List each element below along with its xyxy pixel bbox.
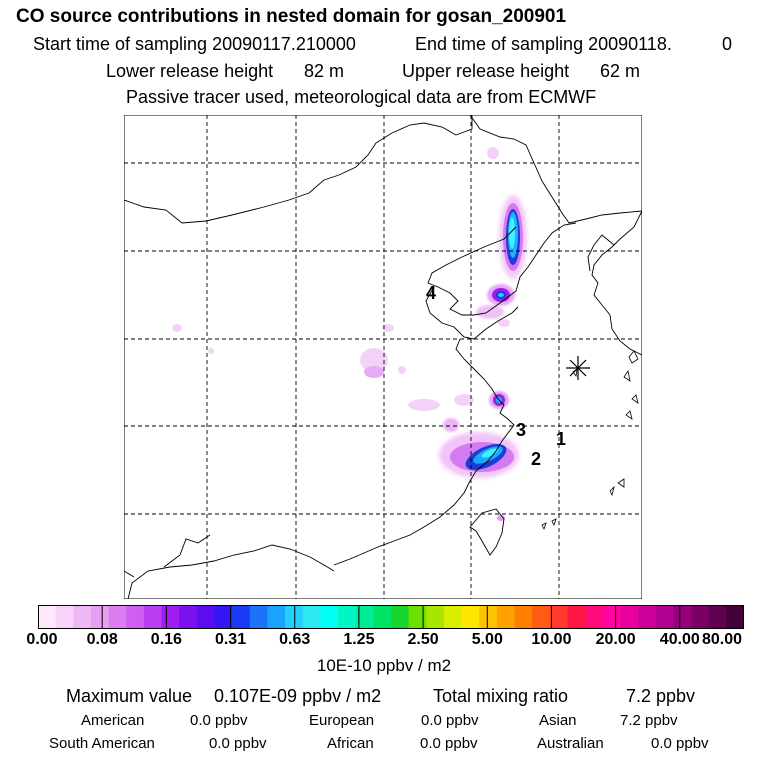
colorbar-tick-label: 0.31 [214,631,247,648]
region-name-australian: Australian [537,735,604,752]
colorbar-tick-label: 0.08 [86,631,118,648]
region-value-south-american: 0.0 ppbv [209,735,267,752]
colorbar-segment [391,605,409,629]
region-name-south-american: South American [49,735,155,752]
colorbar-segment [232,605,251,629]
max-value: 0.107E-09 ppbv / m2 [214,686,382,706]
colorbar-segment [691,605,709,629]
colorbar-tick-label: 1.25 [343,631,375,648]
colorbar-segment [73,605,92,629]
graticule [124,115,642,599]
colorbar-segment [108,605,127,629]
colorbar-segment [267,605,286,629]
region-name-asian: Asian [539,712,577,729]
plume-faint-patches [172,147,510,521]
colorbar-segment [214,605,233,629]
region-label-3: 3 [516,420,526,440]
colorbar-segment [38,605,56,629]
receptor-marker-icon [566,356,590,380]
colorbar-segment [602,605,621,629]
total-mixing-value: 7.2 ppbv [626,686,696,706]
region-value-african: 0.0 ppbv [420,735,478,752]
colorbar-segment [426,605,445,629]
colorbar-segment [638,605,657,629]
plume-bohai [476,284,515,319]
colorbar-segment [355,605,374,629]
colorbar-segment [126,605,145,629]
region-value-american: 0.0 ppbv [190,712,248,729]
colorbar-tick-label: 20.00 [595,631,636,648]
colorbar-tick-label: 80.00 [701,631,743,648]
colorbar-segment [55,605,74,629]
colorbar-segment [673,605,692,629]
colorbar-segment [549,605,568,629]
colorbar-segment [90,605,109,629]
tracer-note: Passive tracer used, meteorological data… [126,87,597,107]
colorbar-tick-label: 0.63 [279,631,311,648]
figure-title: CO source contributions in nested domain… [16,6,567,27]
colorbar-tick-label: 40.00 [659,631,700,648]
upper-height-label: Upper release height [402,61,570,81]
map-panel: 1 2 3 4 [124,115,642,599]
colorbar-segment [285,605,304,629]
colorbar-unit: 10E-10 ppbv / m2 [316,656,452,675]
region-value-asian: 7.2 ppbv [620,712,678,729]
total-mixing-label: Total mixing ratio [433,686,569,706]
colorbar-segment [320,605,339,629]
end-time-value: 0 [722,34,733,54]
region-label-4: 4 [426,283,436,303]
colorbar-tick-label: 2.50 [407,631,439,648]
max-value-label: Maximum value [66,686,193,706]
colorbar-segment [708,605,727,629]
region-value-european: 0.0 ppbv [421,712,479,729]
colorbar-segment [479,605,498,629]
region-name-african: African [327,735,374,752]
colorbar-segment [249,605,268,629]
region-name-american: American [81,712,145,729]
colorbar-segment [443,605,462,629]
region-label-1: 1 [556,429,566,449]
region-name-european: European [309,712,375,729]
colorbar-segment [655,605,674,629]
colorbar [38,605,744,629]
colorbar-segment [408,605,427,629]
colorbar-segment [461,605,480,629]
plume-south [439,418,519,478]
colorbar-segment [196,605,215,629]
region-label-2: 2 [531,449,541,469]
colorbar-segment [532,605,551,629]
colorbar-segment [161,605,180,629]
colorbar-segment [179,605,198,629]
colorbar-segment [143,605,162,629]
colorbar-segment [302,605,321,629]
lower-height-label: Lower release height [106,61,274,81]
colorbar-segment [373,605,392,629]
colorbar-tick-label: 10.00 [531,631,572,648]
colorbar-tick-label: 0.16 [150,631,182,648]
region-value-australian: 0.0 ppbv [651,735,709,752]
colorbar-tick-label: 0.00 [26,631,58,648]
colorbar-border [38,605,744,629]
end-time-text: End time of sampling 20090118. [415,34,672,54]
colorbar-segment [496,605,515,629]
start-time-text: Start time of sampling 20090117.210000 [33,34,356,54]
colorbar-tick-label: 5.00 [471,631,503,648]
colorbar-segment [726,605,744,629]
colorbar-segment [585,605,604,629]
lower-height-value: 82 m [304,61,345,81]
plume-north [499,195,527,279]
colorbar-segment [514,605,533,629]
upper-height-value: 62 m [600,61,641,81]
colorbar-segment [567,605,586,629]
colorbar-segment [620,605,639,629]
colorbar-segment [338,605,356,629]
